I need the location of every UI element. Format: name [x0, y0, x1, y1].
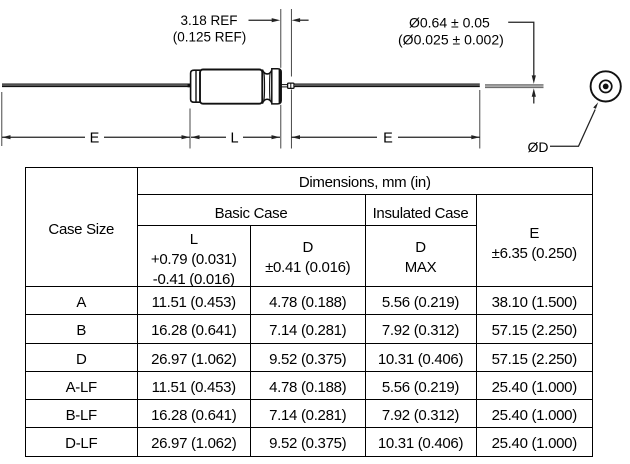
svg-text:E: E — [383, 130, 393, 146]
svg-text:(0.125 REF): (0.125 REF) — [173, 30, 247, 45]
svg-text:3.18 REF: 3.18 REF — [180, 13, 237, 28]
svg-text:(Ø0.025 ± 0.002): (Ø0.025 ± 0.002) — [398, 31, 504, 47]
svg-text:ØD: ØD — [528, 139, 549, 155]
svg-text:E: E — [90, 130, 100, 146]
svg-text:Ø0.64 ± 0.05: Ø0.64 ± 0.05 — [409, 15, 490, 31]
svg-text:L: L — [230, 131, 238, 147]
